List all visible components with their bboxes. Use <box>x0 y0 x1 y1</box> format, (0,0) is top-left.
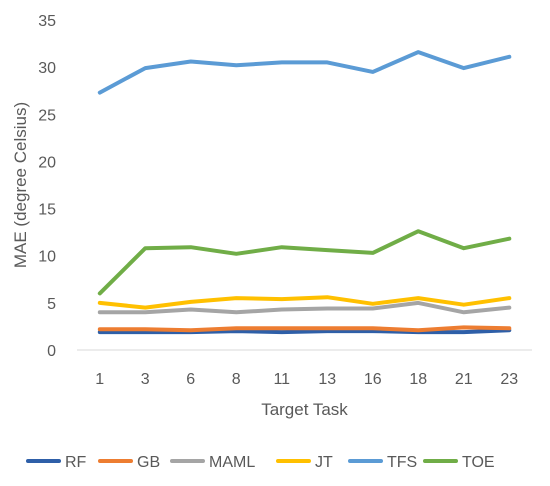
x-tick-label: 21 <box>455 371 473 388</box>
y-axis-ticks: 0 5 10 15 20 25 30 35 <box>38 13 56 360</box>
legend-label-toe: TOE <box>462 454 495 471</box>
series-lines <box>97 50 512 335</box>
x-tick-label: 16 <box>364 371 382 388</box>
series-line-toe <box>97 229 512 296</box>
y-tick-label: 20 <box>38 154 56 171</box>
x-tick-label: 8 <box>232 371 241 388</box>
series-line-rf <box>97 328 512 335</box>
y-tick-label: 35 <box>38 13 56 30</box>
x-tick-label: 13 <box>318 371 336 388</box>
legend-label-gb: GB <box>137 454 160 471</box>
x-axis-title: Target Task <box>261 400 348 419</box>
y-tick-label: 10 <box>38 249 56 266</box>
y-tick-label: 15 <box>38 202 56 219</box>
y-axis-title: MAE (degree Celsius) <box>11 102 30 268</box>
x-tick-label: 6 <box>186 371 195 388</box>
x-tick-label: 18 <box>409 371 427 388</box>
x-tick-label: 3 <box>141 371 150 388</box>
series-line-jt <box>97 295 512 310</box>
series-line-tfs <box>97 50 512 95</box>
y-tick-label: 25 <box>38 107 56 124</box>
x-tick-label: 11 <box>273 371 290 388</box>
legend-label-jt: JT <box>315 454 333 471</box>
x-tick-label: 1 <box>95 371 104 388</box>
legend-label-tfs: TFS <box>387 454 417 471</box>
legend: RF GB MAML JT TFS TOE <box>26 454 495 471</box>
y-tick-label: 0 <box>47 343 56 360</box>
legend-label-rf: RF <box>65 454 87 471</box>
series-line-gb <box>97 325 512 333</box>
series-line-maml <box>97 300 512 315</box>
y-tick-label: 5 <box>47 296 56 313</box>
y-tick-label: 30 <box>38 60 56 77</box>
legend-label-maml: MAML <box>209 454 255 471</box>
x-tick-label: 23 <box>500 371 518 388</box>
x-axis-ticks: 1 3 6 8 11 13 16 18 21 23 <box>95 371 518 388</box>
